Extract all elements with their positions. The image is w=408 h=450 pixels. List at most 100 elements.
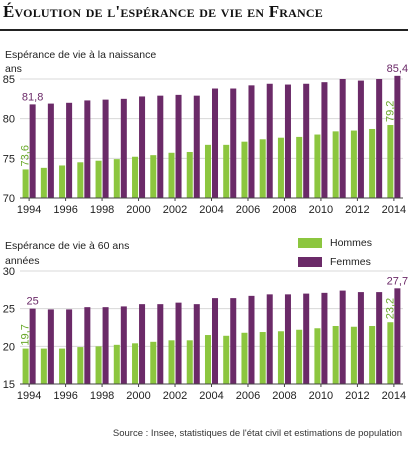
chart1-xtick-label: 2010 — [309, 204, 333, 216]
legend-swatch-hommes — [298, 238, 322, 248]
chart1-bar-femmes-2007 — [266, 83, 273, 198]
chart2-bar-femmes-2008 — [284, 294, 291, 384]
chart1-svg: 70 75 80 85 1994 1996 1998 2000 2002 2004 2006 2008… — [3, 63, 408, 216]
chart2-bar-hommes-1995 — [40, 348, 47, 384]
chart1-bar-femmes-2001 — [157, 95, 164, 198]
chart1-bar-hommes-2001 — [150, 155, 157, 198]
chart2-xtick-label: 1996 — [53, 390, 77, 402]
chart1-bar-femmes-2004 — [212, 88, 219, 198]
chart2-bar-femmes-2014 — [394, 288, 401, 384]
chart1-bar-hommes-1996 — [59, 165, 66, 198]
chart1-xtick-label: 2006 — [236, 204, 260, 216]
chart2-bar-hommes-1996 — [59, 348, 66, 384]
chart1-subtitle: Espérance de vie à la naissance — [5, 49, 157, 61]
chart1-annotation-hommes-1994: 73,6 — [20, 145, 32, 166]
chart1-bar-hommes-2007 — [259, 139, 266, 198]
chart2-bar-hommes-2005 — [223, 335, 230, 384]
chart2-bar-femmes-1997 — [84, 307, 91, 384]
chart1-bar-femmes-2010 — [321, 82, 328, 198]
chart1-xtick-label: 2012 — [345, 204, 369, 216]
chart1-bar-hommes-2006 — [241, 141, 248, 198]
chart1-xtick-label: 2002 — [163, 204, 187, 216]
chart1-bar-hommes-2000 — [132, 156, 139, 198]
chart1-bar-femmes-1997 — [84, 100, 91, 198]
chart2-bar-femmes-1994 — [29, 308, 36, 384]
chart2-bar-femmes-2007 — [266, 294, 273, 384]
legend: Hommes Femmes — [298, 236, 372, 274]
chart2-xtick-label: 2002 — [163, 390, 187, 402]
chart2-ytick-label: 20 — [3, 341, 15, 353]
chart2-bar-hommes-2003 — [186, 340, 193, 384]
chart1-bar-hommes-2005 — [223, 144, 230, 198]
chart2-subtitle: Espérance de vie à 60 ans — [5, 240, 130, 252]
chart2-ytick-label: 30 — [3, 266, 15, 278]
chart1-bar-femmes-1998 — [102, 99, 109, 198]
chart2-ylabel: années — [5, 255, 40, 267]
chart2-bar-hommes-2010 — [314, 328, 321, 384]
chart2-bar-hommes-1999 — [113, 344, 120, 384]
chart1-bar-hommes-2003 — [186, 151, 193, 198]
chart1-annotation-femmes-2014: 85,4 — [387, 63, 408, 75]
chart2-bar-femmes-2004 — [212, 298, 219, 384]
chart2-bar-hommes-2006 — [241, 332, 248, 384]
chart1-xtick-label: 2000 — [126, 204, 150, 216]
chart1-xtick-label: 2008 — [272, 204, 296, 216]
chart2-xtick-label: 1994 — [17, 390, 41, 402]
chart1-bar-hommes-2002 — [168, 152, 175, 198]
chart2-bar-hommes-2011 — [332, 325, 339, 384]
legend-label-hommes: Hommes — [330, 237, 373, 249]
chart1-bar-femmes-2011 — [339, 79, 346, 198]
chart1-ytick-label: 70 — [3, 193, 15, 205]
chart1-bar-femmes-2000 — [139, 96, 146, 198]
chart1-bar-femmes-1999 — [120, 98, 127, 198]
chart1-xtick-label: 1996 — [53, 204, 77, 216]
chart1-bar-hommes-1997 — [77, 162, 84, 198]
chart2-xtick-label: 1998 — [90, 390, 114, 402]
chart1-bar-hommes-1994 — [22, 169, 29, 198]
chart1-bar-hommes-2013 — [369, 128, 376, 198]
chart1-annotation-hommes-2014: 79,2 — [384, 101, 396, 122]
chart2-bar-femmes-2012 — [357, 292, 364, 384]
chart2-xtick-label: 2008 — [272, 390, 296, 402]
chart1-ytick-label: 75 — [3, 153, 15, 165]
legend-item-hommes: Hommes — [298, 236, 372, 250]
source-note: Source : Insee, statistiques de l'état c… — [112, 428, 402, 439]
chart1-bar-femmes-2014 — [394, 75, 401, 198]
chart2-svg: 15 20 25 30 1994 1996 1998 2000 2002 2004 2006 2008… — [3, 266, 408, 402]
chart1-bar-hommes-2011 — [332, 131, 339, 198]
chart2-annotation-femmes-2014: 27,7 — [387, 275, 408, 287]
title-divider — [0, 29, 408, 31]
legend-label-femmes: Femmes — [330, 256, 371, 268]
chart2-bar-femmes-1996 — [66, 309, 73, 384]
chart2-bar-hommes-2013 — [369, 325, 376, 384]
chart2-xtick-label: 2014 — [382, 390, 406, 402]
chart1-bar-femmes-2003 — [193, 95, 200, 198]
chart2-bar-hommes-1994 — [22, 348, 29, 384]
chart2-bar-hommes-2002 — [168, 340, 175, 384]
chart1-bar-hommes-2009 — [296, 136, 303, 198]
chart1-bar-femmes-2002 — [175, 94, 182, 198]
chart2-bar-femmes-2010 — [321, 292, 328, 384]
chart2-bar-femmes-2005 — [230, 298, 237, 384]
chart1-ylabel: ans — [5, 63, 22, 75]
chart2-bar-femmes-2000 — [139, 304, 146, 384]
chart1-ytick-label: 85 — [3, 74, 15, 86]
chart2-bar-hommes-2014 — [387, 322, 394, 384]
chart1-bar-femmes-2008 — [284, 84, 291, 198]
chart1-bar-femmes-1994 — [29, 104, 36, 198]
chart1-bar-femmes-1995 — [47, 103, 54, 198]
legend-swatch-femmes — [298, 257, 322, 267]
chart2-bar-femmes-2006 — [248, 295, 255, 384]
chart1-bar-hommes-1999 — [113, 159, 120, 198]
chart1-bar-femmes-2006 — [248, 85, 255, 198]
chart2-bar-hommes-2008 — [277, 331, 284, 384]
chart2-bar-hommes-2004 — [204, 335, 211, 384]
chart2-xtick-label: 2006 — [236, 390, 260, 402]
chart1-xtick-label: 1998 — [90, 204, 114, 216]
chart1-bar-femmes-1996 — [66, 102, 73, 198]
chart1-bar-hommes-2008 — [277, 137, 284, 198]
chart2-bar-hommes-2012 — [350, 326, 357, 384]
chart2-bar-femmes-1999 — [120, 306, 127, 384]
chart2-xtick-label: 2000 — [126, 390, 150, 402]
chart2-xtick-label: 2012 — [345, 390, 369, 402]
